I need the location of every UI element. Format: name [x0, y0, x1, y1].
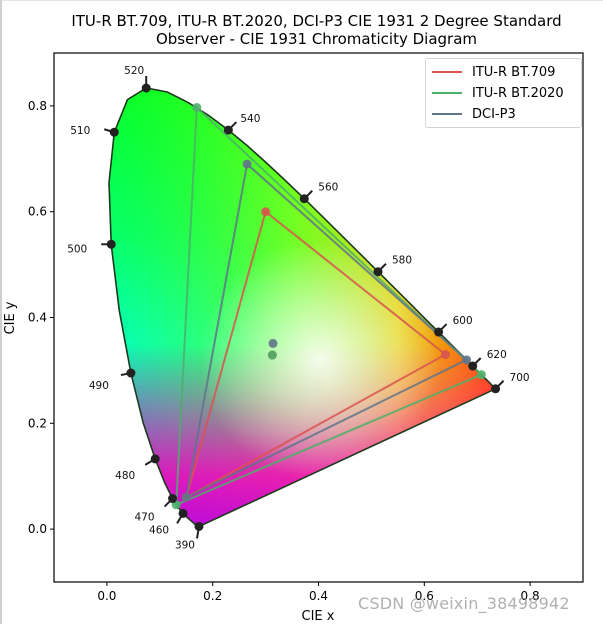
wavelength-marker — [141, 83, 151, 93]
primary-point-marker — [476, 370, 486, 380]
y-tick-label: 0.8 — [28, 99, 47, 113]
wavelength-label: 490 — [89, 380, 109, 392]
spectral-locus-outline — [108, 87, 497, 528]
legend-item-bt709: ITU-R BT.709 — [432, 62, 555, 82]
wavelength-marker — [168, 494, 178, 504]
wavelength-marker — [106, 239, 116, 249]
x-tick-label: 0.2 — [203, 589, 222, 603]
wavelength-label: 700 — [510, 372, 530, 384]
x-tick-label: 0.0 — [97, 589, 116, 603]
primary-point-marker — [242, 159, 252, 169]
wavelength-marker — [223, 125, 233, 135]
wavelength-marker — [468, 361, 478, 371]
legend-line-icon — [432, 71, 462, 73]
wavelength-label: 510 — [70, 125, 90, 137]
legend-label: ITU-R BT.2020 — [472, 85, 564, 101]
primary-point-marker — [440, 350, 450, 360]
chart-title-line-2: Observer - CIE 1931 Chromaticity Diagram — [155, 30, 478, 48]
legend-line-icon — [432, 113, 462, 115]
image-top-border — [0, 0, 603, 1]
wavelength-label: 560 — [318, 182, 338, 194]
wavelength-label: 470 — [135, 512, 155, 524]
gamut-triangle — [184, 162, 469, 500]
primary-point-marker — [462, 355, 472, 365]
wavelength-marker — [194, 521, 204, 531]
x-axis-label: CIE x — [302, 609, 335, 624]
wavelength-label: 520 — [124, 65, 144, 77]
primary-point-marker — [181, 492, 191, 502]
y-tick-label: 0.0 — [28, 522, 47, 536]
y-tick-label: 0.2 — [28, 416, 47, 430]
chart-title-line-1: ITU-R BT.709, ITU-R BT.2020, DCI-P3 CIE … — [71, 12, 562, 30]
y-axis-label: CIE y — [3, 301, 18, 334]
wavelength-marker — [434, 327, 444, 337]
primary-point-marker — [261, 207, 271, 217]
primary-point-marker — [192, 102, 202, 112]
axis-ticks: 0.0 0.2 0.4 0.6 0.8 0.0 0.2 0.4 0.6 0.8 — [28, 99, 540, 603]
x-tick-label: 0.4 — [309, 589, 328, 603]
legend-label: ITU-R BT.709 — [472, 64, 556, 80]
chart-legend: ITU-R BT.709 ITU-R BT.2020 DCI-P3 — [425, 58, 582, 128]
wavelength-marker — [109, 127, 119, 137]
primary-point-marker — [268, 338, 278, 348]
wavelength-label: 540 — [240, 113, 260, 125]
wavelength-marker — [491, 384, 501, 394]
wavelength-marker — [150, 454, 160, 464]
primary-point-marker — [267, 350, 277, 360]
legend-line-icon — [432, 92, 462, 94]
wavelength-label: 580 — [392, 255, 412, 267]
gamut-triangles — [171, 102, 486, 510]
wavelength-label: 600 — [453, 315, 473, 327]
wavelength-label: 390 — [175, 539, 195, 551]
x-tick-label: 0.6 — [415, 589, 434, 603]
gamut-triangle — [175, 105, 484, 507]
wavelength-label: 460 — [149, 524, 169, 536]
y-tick-label: 0.6 — [28, 205, 47, 219]
wavelength-marker — [299, 194, 309, 204]
wavelength-marker — [126, 368, 136, 378]
legend-item-bt2020: ITU-R BT.2020 — [432, 83, 564, 103]
wavelength-marker — [178, 508, 188, 518]
x-tick-label: 0.8 — [521, 589, 540, 603]
wavelength-label: 500 — [67, 243, 87, 255]
image-left-border — [0, 0, 2, 624]
wavelength-label: 620 — [487, 349, 507, 361]
gamut-triangle — [184, 209, 448, 500]
legend-label: DCI-P3 — [472, 106, 516, 122]
legend-item-dci-p3: DCI-P3 — [432, 104, 516, 124]
wavelength-label: 480 — [115, 470, 135, 482]
y-tick-label: 0.4 — [28, 311, 47, 325]
wavelength-marker — [373, 267, 383, 277]
watermark: CSDN @weixin_38498942 — [358, 594, 570, 613]
